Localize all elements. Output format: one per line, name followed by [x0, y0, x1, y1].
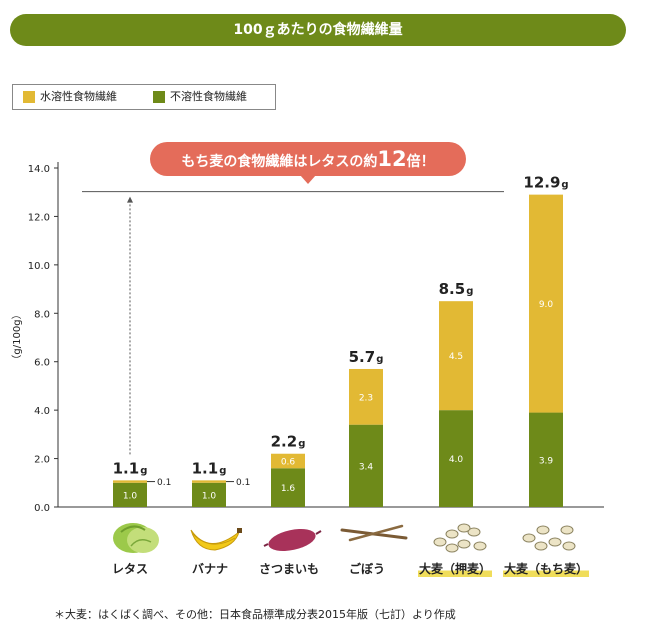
- y-tick-label: 12.0: [28, 212, 50, 223]
- data-label-total: 1.1g: [192, 459, 227, 477]
- legend-label-insoluble: 不溶性食物繊維: [170, 90, 247, 103]
- data-label-insoluble: 1.6: [281, 484, 296, 494]
- bar-soluble: [349, 368, 383, 425]
- pressed-barley-icon: [433, 523, 487, 553]
- category-label-sweet-potato: さつまいも: [258, 562, 319, 576]
- bar-insoluble: [271, 468, 305, 507]
- y-tick-label: 0.0: [34, 503, 50, 514]
- burdock-icon: [340, 524, 408, 542]
- data-label-soluble: 9.0: [539, 300, 554, 310]
- legend: 水溶性食物繊維 不溶性食物繊維: [12, 84, 276, 110]
- callout-number: 12: [377, 147, 407, 171]
- bar-soluble: [529, 194, 563, 413]
- y-tick-label: 4.0: [34, 406, 50, 417]
- bar-insoluble: [113, 482, 147, 507]
- y-tick-label: 14.0: [28, 164, 50, 175]
- data-label-total: 12.9g: [523, 174, 568, 192]
- callout-tail: [300, 175, 316, 184]
- category-label-burdock: ごぼう: [348, 562, 385, 576]
- data-label-insoluble: 4.0: [449, 455, 464, 465]
- mochi-barley-icon: [522, 525, 576, 551]
- data-label-soluble: 0.1: [236, 478, 250, 488]
- category-label-banana: バナナ: [191, 562, 228, 576]
- data-label-soluble: 0.1: [157, 478, 171, 488]
- callout-bubble: もち麦の食物繊維はレタスの約12倍！: [150, 142, 466, 176]
- legend-label-soluble: 水溶性食物繊維: [40, 90, 117, 103]
- banana-icon: [190, 528, 242, 551]
- bar-soluble: [439, 301, 473, 411]
- bar-insoluble: [439, 410, 473, 507]
- y-axis-label: （g/100g）: [11, 309, 23, 364]
- bar-soluble: [271, 453, 305, 469]
- category-label-lettuce: レタス: [111, 562, 148, 576]
- data-label-total: 5.7g: [349, 348, 384, 366]
- data-label-soluble: 4.5: [449, 352, 463, 362]
- data-label-soluble: 2.3: [359, 393, 373, 403]
- y-tick-label: 6.0: [34, 358, 50, 369]
- y-tick-label: 8.0: [34, 309, 50, 320]
- bar-insoluble: [349, 424, 383, 507]
- legend-swatch-insoluble: [153, 91, 165, 103]
- category-label-mochi-barley: 大麦（もち麦）: [502, 560, 589, 577]
- data-label-total: 8.5g: [439, 280, 474, 298]
- data-label-total: 2.2g: [271, 433, 306, 451]
- bar-soluble: [113, 480, 147, 483]
- category-label-pressed-barley: 大麦（押麦）: [417, 560, 492, 577]
- y-tick-label: 10.0: [28, 261, 50, 272]
- chart-title: 100ｇあたりの食物繊維量: [10, 14, 626, 46]
- footnote: ＊大麦：はくばく調べ、その他：日本食品標準成分表2015年版（七訂）より作成: [54, 608, 456, 621]
- data-label-insoluble: 1.0: [123, 491, 138, 501]
- bar-soluble: [192, 480, 226, 483]
- data-label-insoluble: 1.0: [202, 491, 217, 501]
- y-tick-label: 2.0: [34, 455, 50, 466]
- data-label-insoluble: 3.9: [539, 456, 554, 466]
- callout-suffix: 倍！: [406, 154, 435, 170]
- sweet-potato-icon: [263, 529, 322, 551]
- comparison-arrow-head: [127, 196, 133, 203]
- data-label-soluble: 0.6: [281, 457, 296, 467]
- data-label-total: 1.1g: [113, 459, 148, 477]
- legend-swatch-soluble: [23, 91, 35, 103]
- callout-prefix: もち麦の食物繊維はレタスの約: [181, 154, 378, 170]
- legend-item-soluble: 水溶性食物繊維: [23, 90, 117, 104]
- data-label-insoluble: 3.4: [359, 462, 374, 472]
- bar-insoluble: [192, 482, 226, 507]
- legend-item-insoluble: 不溶性食物繊維: [153, 90, 247, 104]
- lettuce-icon: [113, 523, 159, 553]
- bar-insoluble: [529, 412, 563, 507]
